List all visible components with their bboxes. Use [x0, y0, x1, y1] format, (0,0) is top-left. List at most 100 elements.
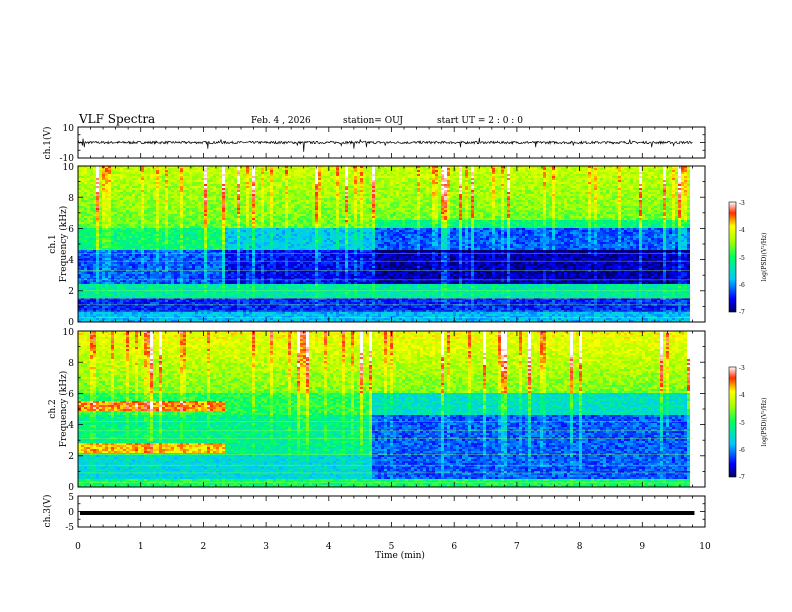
- spec1-cell: [465, 174, 468, 176]
- spec1-cell: [426, 176, 429, 178]
- spec1-cell: [471, 176, 474, 178]
- spec1-cell: [81, 170, 84, 172]
- spec1-cell: [657, 174, 660, 176]
- spec1-cell: [420, 176, 423, 178]
- spec1-cell: [234, 174, 237, 176]
- spec1-cell: [177, 178, 180, 180]
- spec1-cell: [177, 170, 180, 172]
- spec1-cell: [663, 174, 666, 176]
- spec1-cell: [483, 170, 486, 172]
- spec1-cell: [642, 174, 645, 176]
- spec1-cell: [201, 176, 204, 178]
- spec1-cell: [495, 174, 498, 176]
- spec1-cell: [555, 176, 558, 178]
- spec1-cell: [630, 174, 633, 176]
- spec1-cell: [198, 172, 201, 174]
- spec1-cell: [471, 170, 474, 172]
- spec1-cell: [96, 168, 99, 170]
- spec1-cell: [204, 168, 207, 170]
- spec1-cell: [687, 172, 690, 174]
- spec1-cell: [204, 174, 207, 176]
- spec1-cell: [618, 168, 621, 170]
- spec1-cell: [582, 176, 585, 178]
- spec1-cell: [144, 174, 147, 176]
- spec1-cell: [219, 168, 222, 170]
- spec1-cell: [273, 174, 276, 176]
- spec1-cell: [555, 170, 558, 172]
- spec1-cell: [633, 176, 636, 178]
- spec1-cell: [438, 174, 441, 176]
- spec1-cell: [507, 172, 510, 174]
- spec1-cell: [486, 174, 489, 176]
- spec1-cell: [645, 170, 648, 172]
- spec1-cell: [291, 170, 294, 172]
- spec1-cell: [507, 174, 510, 176]
- spec1-cell: [510, 170, 513, 172]
- spec1-cell: [378, 172, 381, 174]
- spec1-cell: [375, 176, 378, 178]
- spec1-cell: [573, 168, 576, 170]
- spec1-cell: [429, 172, 432, 174]
- spec1-cell: [204, 176, 207, 178]
- spec1-cell: [372, 172, 375, 174]
- spec1-cell: [261, 176, 264, 178]
- spec1-cell: [117, 168, 120, 170]
- spec1-cell: [432, 170, 435, 172]
- spec1-cell: [531, 174, 534, 176]
- spec1-cell: [129, 170, 135, 172]
- spec1-cell: [600, 170, 603, 172]
- spec1-cell: [159, 176, 162, 178]
- spec1-cell: [156, 178, 159, 180]
- spec1-cell: [609, 168, 612, 170]
- spec1-cell: [654, 172, 657, 174]
- spec1-cell: [282, 178, 285, 180]
- spec1-cell: [102, 170, 105, 172]
- spec1-cell: [573, 176, 576, 178]
- spec1-cell: [681, 172, 684, 174]
- spec1-cell: [201, 178, 204, 180]
- spec1-cell: [414, 174, 417, 176]
- spec1-cell: [195, 176, 198, 178]
- spec1-cell: [162, 178, 165, 180]
- spec1-cell: [504, 172, 507, 174]
- spec1-cell: [678, 168, 681, 170]
- spec1-cell: [327, 172, 330, 174]
- spec1-cell: [204, 170, 207, 172]
- spec1-cell: [582, 172, 585, 174]
- spec1-cell: [492, 172, 495, 174]
- spec1-cell: [270, 168, 273, 170]
- spec1-cell: [687, 170, 690, 172]
- spec1-cell: [555, 168, 558, 170]
- spec1-cell: [459, 168, 462, 170]
- spec1-cell: [366, 176, 369, 178]
- spec1-cell: [126, 172, 129, 174]
- spec1-cell: [216, 176, 219, 178]
- spec1-cell: [459, 174, 462, 176]
- spec1-cell: [126, 176, 129, 178]
- spec1-cell: [186, 178, 189, 180]
- spec1-cell: [555, 172, 558, 174]
- spec1-cell: [93, 178, 96, 180]
- spec1-cell: [570, 172, 573, 174]
- spec1-cell: [135, 170, 138, 172]
- spec1-cell: [456, 172, 459, 174]
- spec1-cell: [309, 172, 312, 174]
- spec1-cell: [168, 172, 171, 174]
- spec1-cell: [216, 168, 219, 170]
- spec1-cell: [150, 172, 153, 174]
- spec1-cell: [582, 168, 585, 170]
- spec1-cell: [630, 170, 633, 172]
- spec1-cell: [576, 172, 579, 174]
- spec1-cell: [183, 174, 186, 176]
- spec1-cell: [471, 174, 474, 176]
- spec1-cell: [651, 174, 654, 176]
- spec1-cell: [273, 176, 276, 178]
- spec1-cell: [456, 168, 459, 170]
- spec1-cell: [519, 174, 522, 176]
- spec1-cell: [360, 170, 363, 172]
- spec1-cell: [654, 176, 657, 178]
- spec1-cell: [429, 174, 432, 176]
- spec1-cell: [174, 178, 177, 180]
- spec1-cell: [543, 172, 546, 174]
- spec1-cell: [675, 172, 678, 174]
